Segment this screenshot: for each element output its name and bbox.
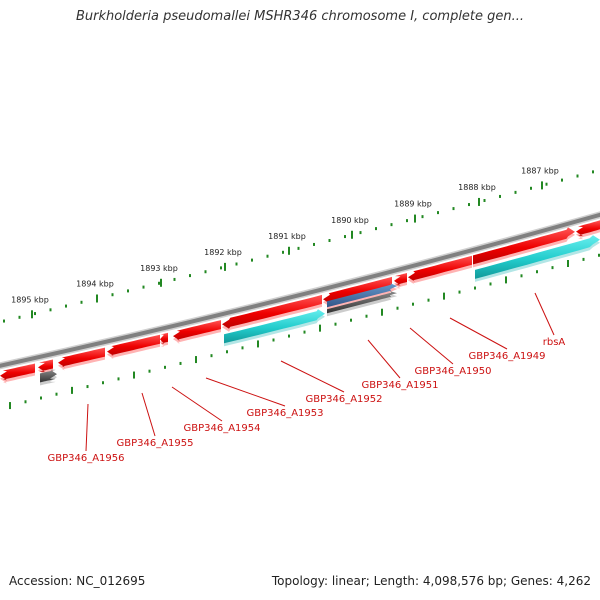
gene-GBP346_A1953 xyxy=(173,320,221,341)
leader-line xyxy=(280,360,345,393)
scale-label: 1891 kbp xyxy=(268,232,306,241)
pseudo-feature xyxy=(40,369,57,383)
gene-label: GBP346_A1953 xyxy=(246,408,323,419)
scale-label: 1894 kbp xyxy=(76,280,114,289)
gene-label: GBP346_A1955 xyxy=(116,438,193,449)
leader-line xyxy=(171,386,223,422)
leader-line xyxy=(205,377,286,407)
scale-label: 1892 kbp xyxy=(204,248,242,257)
gene-label: GBP346_A1951 xyxy=(361,380,438,391)
gene-label: GBP346_A1956 xyxy=(47,453,124,464)
scale-label: 1895 kbp xyxy=(11,295,49,304)
gene-label: GBP346_A1954 xyxy=(183,423,260,434)
gene-GBP346_A1957 xyxy=(0,363,35,381)
gene-label: GBP346_A1949 xyxy=(468,351,545,362)
map-title: Burkholderia pseudomallei MSHR346 chromo… xyxy=(75,9,525,24)
backbone-line xyxy=(0,212,600,368)
accession-text: Accession: NC_012695 xyxy=(9,574,146,588)
scale-label: 1889 kbp xyxy=(394,200,432,209)
gene-GBP346_A1956 xyxy=(38,359,53,372)
gene-GBP346_A1950 xyxy=(408,255,472,282)
cds-GBP346_A1952 xyxy=(224,309,325,344)
gene-GBP346_A1952 xyxy=(222,294,322,329)
gene-label: GBP346_A1950 xyxy=(414,366,491,377)
scale-label: 1887 kbp xyxy=(521,166,559,175)
summary-text: Topology: linear; Length: 4,098,576 bp; … xyxy=(271,574,591,588)
rna-GBP346_A1951 xyxy=(327,283,397,308)
gene-GBP346_A1955 xyxy=(58,347,105,368)
rna-GBP346_A1951-band xyxy=(327,291,397,314)
gene-GBP346_A1951 xyxy=(323,276,392,304)
gene-GBP346_A1954-a xyxy=(107,334,160,357)
leader-line xyxy=(141,392,156,437)
gene-rbsA xyxy=(576,220,600,237)
gene-GBP346_A1954-b xyxy=(160,332,168,344)
cds-GBP346_A1949 xyxy=(475,235,600,279)
leader-line xyxy=(85,403,89,452)
leader-line xyxy=(409,327,454,365)
leader-line xyxy=(367,339,401,379)
gene-GBP346_A1949 xyxy=(473,227,575,265)
gene-label: GBP346_A1952 xyxy=(305,394,382,405)
gene-label: rbsA xyxy=(543,337,566,348)
gene-GBP346_A1950-a xyxy=(394,273,407,286)
scale-label: 1888 kbp xyxy=(458,183,496,192)
scale-label: 1893 kbp xyxy=(140,264,178,273)
leader-line xyxy=(534,292,555,336)
leader-line xyxy=(449,317,508,350)
scale-label: 1890 kbp xyxy=(331,216,369,225)
